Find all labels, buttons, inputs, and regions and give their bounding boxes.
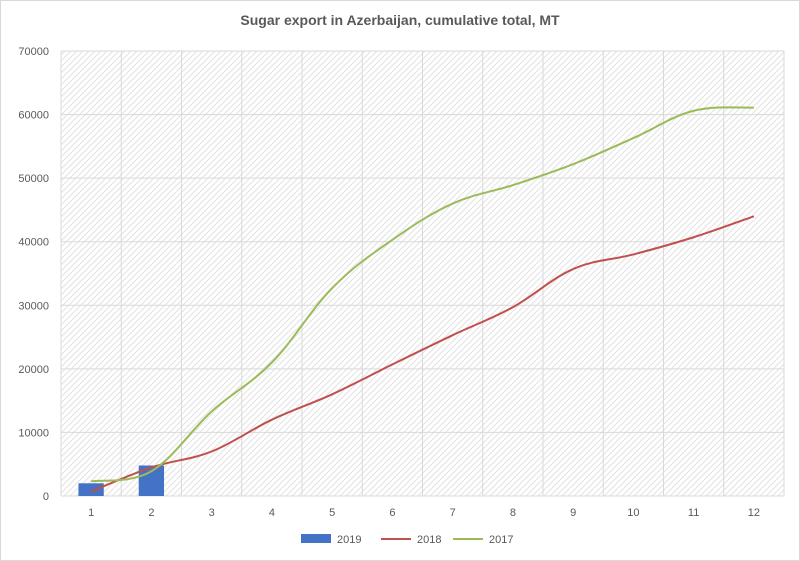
y-tick-label: 70000 [18, 46, 49, 58]
x-tick-label: 10 [627, 507, 639, 519]
y-tick-label: 50000 [18, 173, 49, 185]
x-tick-label: 9 [570, 507, 576, 519]
legend-label-2018: 2018 [417, 534, 441, 546]
x-tick-label: 2 [148, 507, 154, 519]
y-tick-label: 60000 [18, 110, 49, 122]
x-tick-label: 12 [748, 507, 760, 519]
y-tick-label: 30000 [18, 300, 49, 312]
series-line-2017 [90, 106, 754, 483]
y-tick-label: 10000 [18, 427, 49, 439]
y-tick-label: 20000 [18, 364, 49, 376]
bar-2019 [78, 483, 104, 496]
legend-label-2017: 2017 [489, 534, 513, 546]
legend: 2019 2018 2017 [301, 534, 513, 546]
chart-title: Sugar export in Azerbaijan, cumulative t… [240, 12, 560, 28]
series-line-2018 [90, 215, 755, 493]
x-tick-label: 8 [510, 507, 516, 519]
y-tick-label: 40000 [18, 237, 49, 249]
x-tick-label: 7 [450, 507, 456, 519]
x-tick-label: 5 [329, 507, 335, 519]
x-tick-label: 6 [389, 507, 395, 519]
y-tick-label: 0 [43, 491, 49, 503]
x-tick-label: 3 [209, 507, 215, 519]
x-tick-label: 4 [269, 507, 275, 519]
legend-label-2019: 2019 [337, 534, 361, 546]
x-tick-label: 1 [88, 507, 94, 519]
legend-swatch-2019 [301, 534, 331, 543]
x-tick-label: 11 [688, 507, 699, 519]
